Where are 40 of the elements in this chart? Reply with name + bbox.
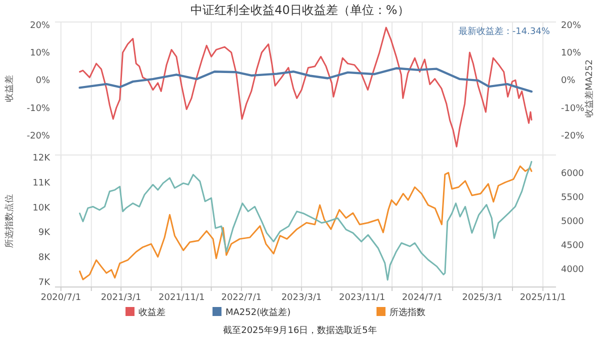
line-series: [78, 67, 533, 93]
y-tick-label: 11K: [32, 178, 52, 188]
y-tick-label: 7K: [38, 278, 52, 288]
y-tick-label: 0%: [36, 76, 50, 86]
x-tick-label: 2022/7/1: [221, 293, 262, 303]
y-axis-title: 所选指数点位: [4, 194, 15, 248]
y-tick-label: -20%: [26, 132, 50, 142]
y2-tick-label: 0%: [561, 76, 576, 86]
x-tick-label: 2020/7/1: [40, 293, 82, 303]
y2-tick-label: -20%: [561, 132, 585, 142]
x-tick-label: 2023/11/1: [339, 293, 386, 303]
y-tick-label: 10K: [32, 203, 52, 214]
y2-tick-label: 6000: [561, 169, 584, 180]
y2-tick-label: 4000: [561, 264, 584, 275]
y-tick-label: 10%: [30, 48, 50, 58]
y2-tick-label: 5000: [561, 217, 584, 227]
y2-tick-label: 10%: [561, 48, 582, 58]
x-tick-label: 2025/11/1: [520, 293, 566, 303]
x-tick-label: 2023/3/1: [281, 293, 322, 303]
y2-tick-label: -10%: [561, 104, 585, 114]
x-tick-label: 2021/11/1: [158, 293, 205, 303]
legend-label: MA252(收益差): [226, 307, 291, 318]
x-tick-label: 2025/3/1: [462, 293, 503, 303]
annotation: 最新收益差：-14.34%: [458, 26, 550, 37]
y2-axis-title: 收益差MA252: [584, 59, 595, 118]
y-tick-label: 8K: [38, 253, 52, 264]
x-tick-label: 2021/3/1: [100, 293, 142, 303]
legend-label: 收益差: [138, 307, 166, 318]
chart-title: 中证红利全收益40日收益差（单位：%）: [190, 3, 410, 17]
y2-tick-label: 20%: [561, 20, 582, 31]
legend-label: 所选指数: [390, 307, 426, 318]
y2-tick-label: 5500: [561, 193, 584, 204]
y-axis-title: 收益差: [4, 75, 15, 102]
y-tick-label: 20%: [30, 20, 50, 31]
text: 截至2025年9月16日，数据选取近5年: [223, 325, 377, 336]
y2-tick-label: 4500: [561, 240, 584, 251]
y-tick-label: -10%: [26, 104, 50, 114]
y-tick-label: 12K: [32, 153, 52, 164]
y-tick-label: 9K: [38, 228, 52, 238]
x-tick-label: 2024/7/1: [402, 293, 442, 303]
